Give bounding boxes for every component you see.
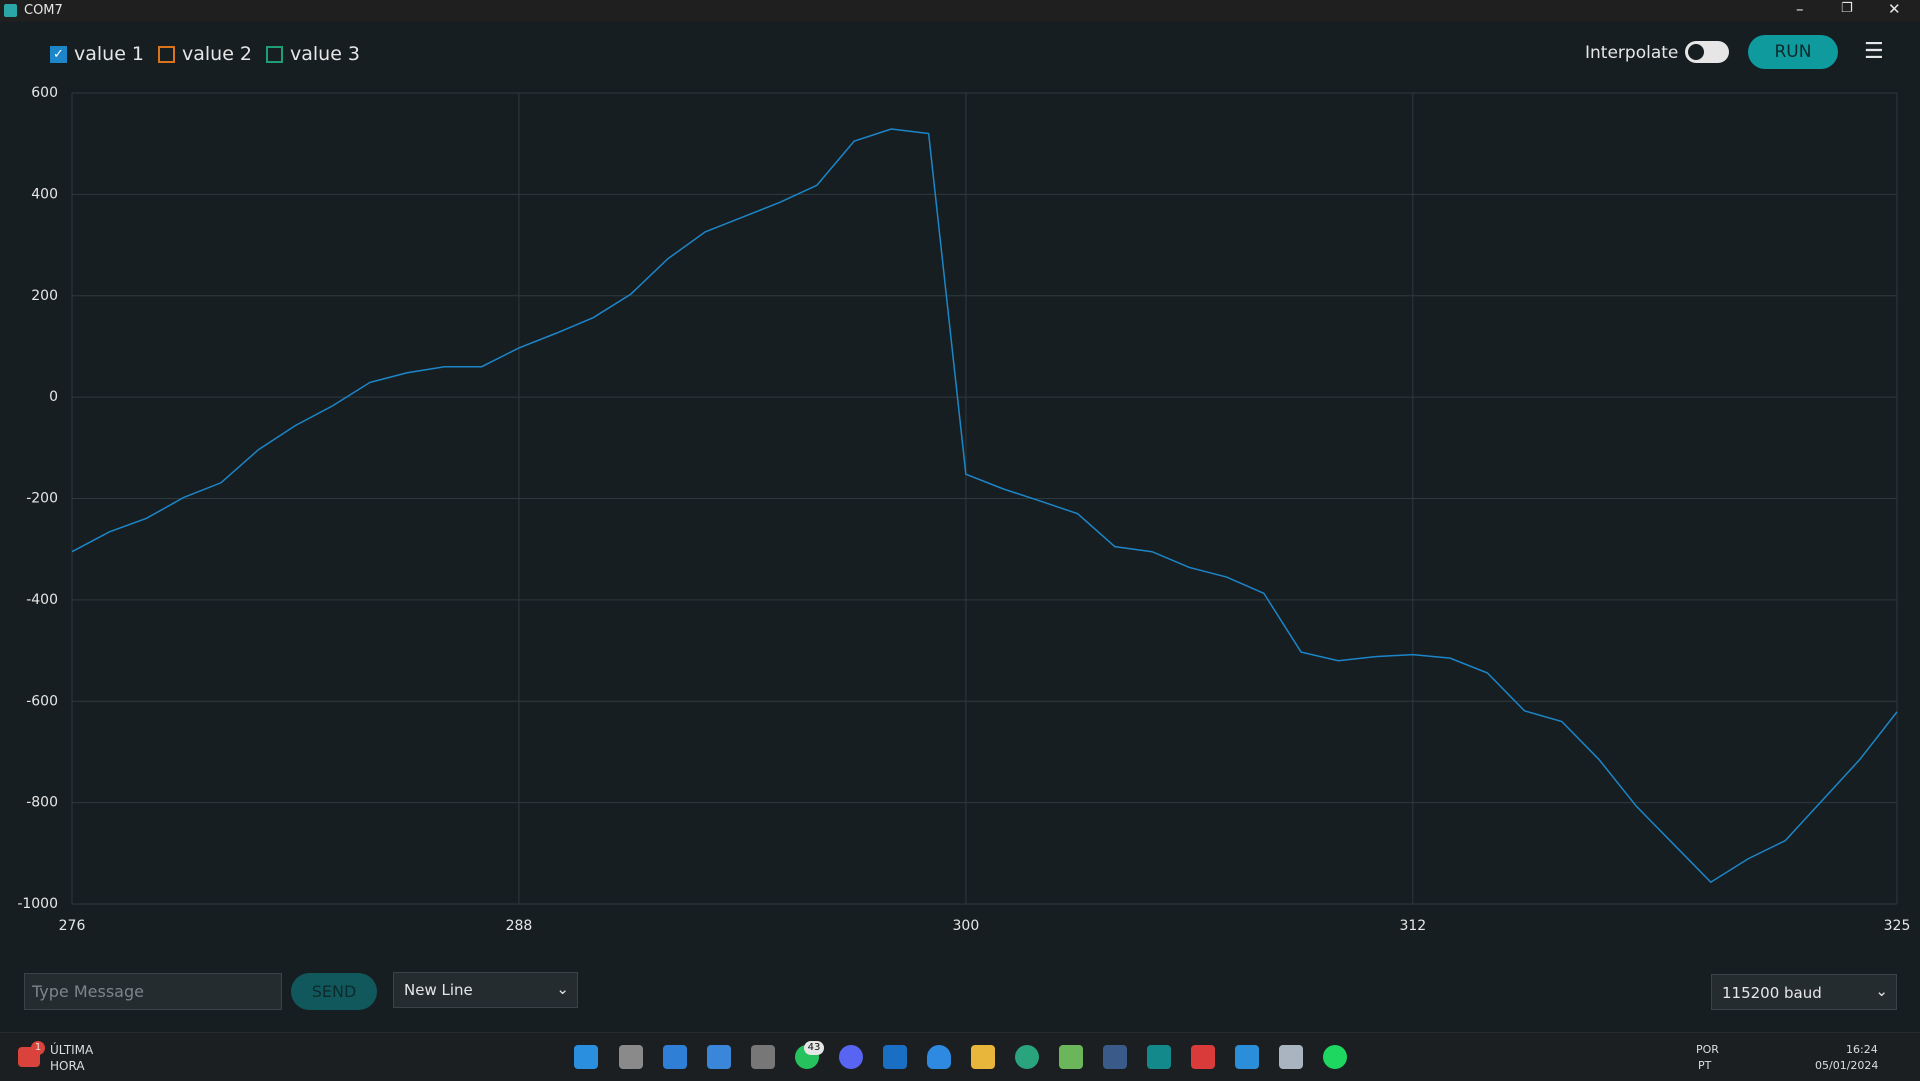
interpolate-toggle[interactable] xyxy=(1685,41,1729,63)
baud-value: 115200 baud xyxy=(1722,984,1822,1002)
legend-label: value 3 xyxy=(290,43,361,65)
legend-label: value 1 xyxy=(74,43,145,65)
language: POR xyxy=(1696,1043,1719,1056)
app[interactable] xyxy=(1103,1045,1127,1069)
outlook[interactable] xyxy=(883,1045,907,1069)
app[interactable] xyxy=(1059,1045,1083,1069)
run-button[interactable]: RUN xyxy=(1748,35,1838,69)
line-ending-select[interactable]: New Line ⌄ xyxy=(393,972,578,1008)
data-line xyxy=(71,128,1898,884)
baud-select[interactable]: 115200 baud ⌄ xyxy=(1711,974,1897,1010)
checkbox: ✓ xyxy=(50,45,67,63)
clock-time: 16:24 xyxy=(1846,1043,1878,1056)
app[interactable] xyxy=(1191,1045,1215,1069)
legend-item[interactable]: value 2 xyxy=(158,43,253,65)
onedrive[interactable] xyxy=(927,1045,951,1069)
close[interactable]: ✕ xyxy=(1888,0,1901,18)
todo[interactable] xyxy=(663,1045,687,1069)
checkbox xyxy=(266,45,283,63)
message-input[interactable]: Type Message xyxy=(24,973,282,1010)
minimize[interactable]: – xyxy=(1796,0,1804,18)
vscode[interactable] xyxy=(1235,1045,1259,1069)
notepad[interactable] xyxy=(707,1045,731,1069)
y-tick-label: 0 xyxy=(49,389,58,405)
explorer[interactable] xyxy=(971,1045,995,1069)
edge[interactable] xyxy=(1015,1045,1039,1069)
arduino[interactable] xyxy=(1147,1045,1171,1069)
interpolate-label: Interpolate xyxy=(1585,43,1679,63)
legend-item[interactable]: ✓ value 1 xyxy=(50,43,145,65)
calculator[interactable] xyxy=(751,1045,775,1069)
spotify[interactable] xyxy=(1323,1045,1347,1069)
y-tick-label: -600 xyxy=(26,693,58,709)
whatsapp-badge: 43 xyxy=(804,1041,824,1055)
virtualbox[interactable] xyxy=(1279,1045,1303,1069)
clock-date: 05/01/2024 xyxy=(1815,1059,1879,1072)
legend-item[interactable]: value 3 xyxy=(266,43,361,65)
line-ending-value: New Line xyxy=(404,981,473,999)
checkbox xyxy=(158,45,175,63)
chart: -1000 -800 -600 -400 -200 0 200 400 600 276 288 300… xyxy=(17,85,1911,934)
y-tick-label: -800 xyxy=(26,795,58,811)
window-title: COM7 xyxy=(24,3,63,18)
restore[interactable]: ❐ xyxy=(1841,1,1853,16)
y-tick-label: 400 xyxy=(31,186,58,202)
news-subtitle: HORA xyxy=(50,1059,85,1073)
send-button[interactable]: SEND xyxy=(291,973,377,1010)
x-tick-label: 300 xyxy=(953,918,980,934)
discord[interactable] xyxy=(839,1045,863,1069)
legend-label: value 2 xyxy=(182,43,253,65)
title-bar: COM7 – ❐ ✕ xyxy=(0,0,1920,22)
news-title: ÚLTIMA xyxy=(50,1043,94,1057)
x-tick-label: 325 xyxy=(1884,918,1911,934)
y-tick-label: 200 xyxy=(31,288,58,304)
region: PT xyxy=(1698,1059,1712,1072)
x-tick-label: 288 xyxy=(506,918,533,934)
y-tick-label: 600 xyxy=(31,85,58,101)
start[interactable] xyxy=(574,1045,598,1069)
menu-button[interactable]: ☰ xyxy=(1864,39,1884,64)
x-tick-label: 276 xyxy=(59,918,86,934)
y-tick-label: -400 xyxy=(26,592,58,608)
y-tick-label: -200 xyxy=(26,491,58,507)
app-icon xyxy=(4,4,17,17)
taskbar: 1 ÚLTIMA HORA 43 POR PT 16:24 05/01/2024 xyxy=(0,1032,1920,1081)
x-tick-label: 312 xyxy=(1399,918,1426,934)
y-tick-label: -1000 xyxy=(17,896,58,912)
news-badge: 1 xyxy=(31,1041,45,1055)
task-view[interactable] xyxy=(619,1045,643,1069)
